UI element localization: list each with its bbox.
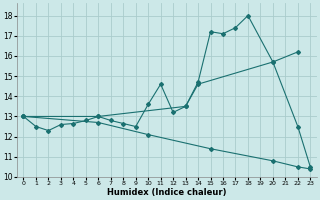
X-axis label: Humidex (Indice chaleur): Humidex (Indice chaleur): [107, 188, 227, 197]
